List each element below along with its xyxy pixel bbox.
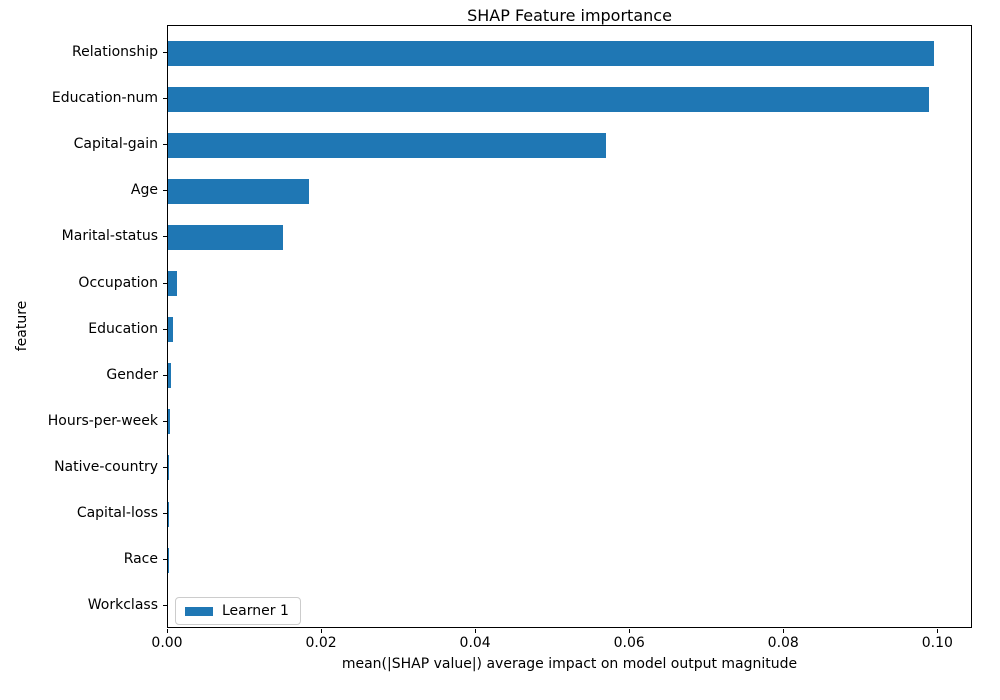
y-tick-label-marital-status: Marital-status <box>61 228 158 245</box>
y-tick-label-age: Age <box>130 182 158 199</box>
y-tick-mark <box>163 190 167 192</box>
y-tick-mark <box>163 513 167 514</box>
x-tick-label-0.10: 0.10 <box>921 635 953 651</box>
y-tick-label-capital-loss: Capital-loss <box>76 505 158 521</box>
x-tick-label-0.00: 0.00 <box>151 635 183 651</box>
y-tick-mark <box>163 420 167 422</box>
bar-hours-per-week <box>168 409 170 435</box>
y-tick-mark <box>163 236 167 238</box>
bar-capital-gain <box>168 132 607 158</box>
plot-area: Learner 1 <box>167 25 972 628</box>
bar-education <box>168 317 174 343</box>
y-tick-mark <box>163 466 167 468</box>
y-tick-mark <box>163 282 167 284</box>
y-tick-label-capital-gain: Capital-gain <box>73 136 158 153</box>
x-axis-label: mean(|SHAP value|) average impact on mod… <box>341 656 798 672</box>
x-tick-label-0.06: 0.06 <box>613 635 645 651</box>
y-tick-label-education-num: Education-num <box>51 90 158 107</box>
y-tick-label-relationship: Relationship <box>72 44 158 60</box>
x-tick-mark <box>167 629 168 633</box>
x-tick-mark <box>629 629 631 633</box>
y-tick-mark <box>163 374 167 376</box>
x-tick-label-0.02: 0.02 <box>305 635 337 651</box>
bar-gender <box>168 363 172 389</box>
y-tick-mark <box>163 605 167 607</box>
legend-label-learner1: Learner 1 <box>222 603 289 619</box>
y-tick-label-hours-per-week: Hours-per-week <box>47 412 158 429</box>
bar-marital-status <box>168 224 283 250</box>
y-tick-label-gender: Gender <box>106 366 158 383</box>
x-tick-mark <box>937 629 939 633</box>
y-tick-label-education: Education <box>88 320 158 337</box>
x-tick-mark <box>783 629 785 633</box>
y-tick-mark <box>163 52 167 53</box>
bar-relationship <box>168 40 935 66</box>
y-tick-mark <box>163 98 167 100</box>
y-tick-mark <box>163 559 167 561</box>
y-tick-mark <box>163 144 167 146</box>
x-tick-mark <box>475 629 477 633</box>
x-tick-mark <box>321 629 323 633</box>
x-tick-label-0.04: 0.04 <box>459 635 491 651</box>
chart-title: SHAP Feature importance <box>467 6 672 25</box>
x-tick-label-0.08: 0.08 <box>767 635 799 651</box>
legend-swatch-learner1 <box>185 606 213 616</box>
y-tick-label-race: Race <box>123 551 158 568</box>
y-tick-mark <box>163 328 167 330</box>
y-tick-label-workclass: Workclass <box>87 597 158 614</box>
legend: Learner 1 <box>175 597 301 625</box>
y-tick-label-native-country: Native-country <box>54 458 158 475</box>
bar-age <box>168 178 309 204</box>
bar-education-num <box>168 86 930 112</box>
bar-occupation <box>168 271 178 296</box>
y-tick-label-occupation: Occupation <box>78 274 158 291</box>
